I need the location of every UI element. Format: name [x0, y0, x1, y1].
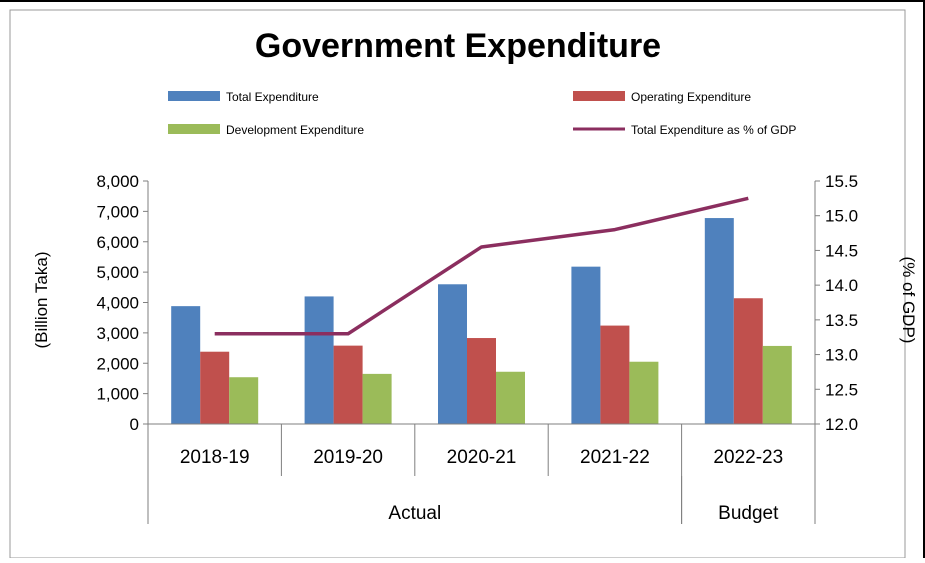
bar-development-expenditure-2019-20	[362, 373, 392, 424]
legend-swatch-total-expenditure	[168, 91, 220, 101]
bar-operating-expenditure-2021-22	[600, 325, 630, 424]
y2-tick-label: 12.0	[825, 415, 858, 434]
legend-label-total-expenditure-as-of-gdp: Total Expenditure as % of GDP	[631, 123, 796, 137]
bar-total-expenditure-2019-20	[304, 296, 334, 424]
y2-tick-label: 13.0	[825, 346, 858, 365]
bar-operating-expenditure-2022-23	[733, 298, 763, 424]
chart-title: Government Expenditure	[255, 27, 661, 65]
bar-operating-expenditure-2019-20	[333, 345, 363, 424]
x-tick-label: 2018-19	[180, 447, 250, 468]
legend: Total Expenditure Operating Expenditure De…	[168, 90, 796, 137]
x-tick-label: 2020-21	[447, 447, 517, 468]
bar-operating-expenditure-2018-19	[200, 351, 230, 424]
bar-development-expenditure-2022-23	[762, 345, 792, 424]
y2-tick-label: 12.5	[825, 380, 858, 399]
y-axis-title: (Billion Taka)	[32, 251, 51, 348]
y2-tick-label: 13.5	[825, 311, 858, 330]
bar-total-expenditure-2022-23	[704, 218, 734, 424]
bar-operating-expenditure-2020-21	[467, 338, 496, 424]
y-tick-label: 1,000	[96, 385, 139, 404]
bar-development-expenditure-2021-22	[629, 361, 659, 424]
legend-label-total-expenditure: Total Expenditure	[226, 90, 319, 104]
y-tick-label: 8,000	[96, 172, 139, 191]
y2-tick-label: 15.5	[825, 172, 858, 191]
y-tick-label: 2,000	[96, 354, 139, 373]
y2-tick-label: 14.5	[825, 241, 858, 260]
inner-frame	[9, 9, 906, 559]
plot-area: 0 1,000 2,000 3,000 4,000 5,000 6,000 7,000 8,00…	[96, 172, 858, 524]
y2-axis-title: (% of GDP)	[899, 257, 918, 344]
y-tick-label: 6,000	[96, 233, 139, 252]
bar-total-expenditure-2021-22	[571, 266, 601, 424]
group-label: Budget	[718, 503, 779, 524]
x-tick-label: 2022-23	[713, 447, 783, 468]
y-tick-label: 3,000	[96, 324, 139, 343]
bar-total-expenditure-2018-19	[171, 306, 201, 424]
legend-label-development-expenditure: Development Expenditure	[226, 123, 364, 137]
bar-development-expenditure-2018-19	[229, 377, 259, 424]
y2-tick-label: 14.0	[825, 276, 858, 295]
x-tick-label: 2019-20	[313, 447, 383, 468]
y-tick-label: 4,000	[96, 294, 139, 313]
bar-total-expenditure-2020-21	[438, 284, 467, 424]
legend-swatch-operating-expenditure	[573, 91, 625, 101]
y-tick-label: 7,000	[96, 202, 139, 221]
x-tick-label: 2021-22	[580, 447, 650, 468]
y2-tick-label: 15.0	[825, 207, 858, 226]
y-tick-label: 0	[130, 415, 139, 434]
legend-swatch-development-expenditure	[168, 124, 220, 134]
line-total-expenditure-as-of-gdp	[214, 196, 749, 336]
group-label: Actual	[388, 503, 441, 524]
y-tick-label: 5,000	[96, 263, 139, 282]
bar-development-expenditure-2020-21	[496, 371, 525, 424]
legend-label-operating-expenditure: Operating Expenditure	[631, 90, 751, 104]
